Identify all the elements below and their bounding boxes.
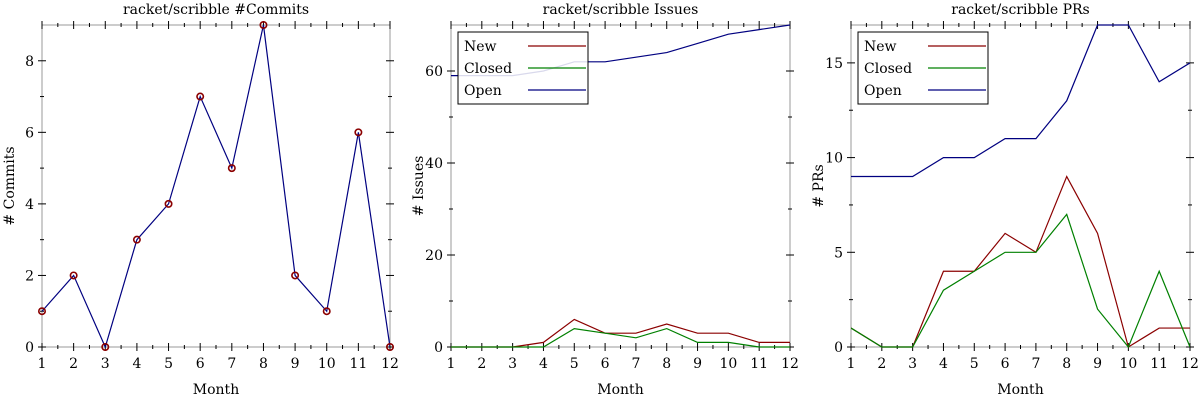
x-tick-label: 11 <box>750 356 768 372</box>
x-tick-label: 2 <box>877 356 886 372</box>
series-group <box>42 24 390 348</box>
y-axis-label: # PRs <box>811 164 827 207</box>
x-tick-label: 2 <box>477 356 486 372</box>
y-tick-label: 4 <box>25 197 34 213</box>
x-axis-label: Month <box>193 382 239 398</box>
legend: New Closed Open <box>857 31 989 105</box>
x-tick-label: 12 <box>781 356 799 372</box>
x-tick-label: 11 <box>1150 356 1168 372</box>
x-tick-label: 8 <box>662 356 671 372</box>
data-point <box>196 92 205 101</box>
x-tick-label: 10 <box>719 356 737 372</box>
legend-label: Closed <box>864 61 912 77</box>
plot-frame <box>41 24 391 348</box>
x-axis-label: Month <box>997 382 1043 398</box>
legend-label: New <box>464 39 497 55</box>
x-tick-label: 7 <box>631 356 640 372</box>
data-point <box>164 199 173 208</box>
x-tick-label: 6 <box>601 356 610 372</box>
x-tick-label: 10 <box>318 356 336 372</box>
series-line-open <box>851 24 1190 178</box>
x-tick-label: 12 <box>381 356 399 372</box>
data-point <box>385 342 394 351</box>
y-axis-label: # Issues <box>411 156 427 217</box>
x-tick-label: 5 <box>164 356 173 372</box>
x-tick-label: 1 <box>447 356 456 372</box>
y-axis-label: # Commits <box>2 146 18 225</box>
series-line-new <box>451 318 790 348</box>
data-point <box>37 307 46 316</box>
x-tick-label: 7 <box>227 356 236 372</box>
x-tick-label: 3 <box>101 356 110 372</box>
y-tick-label: 0 <box>834 340 843 356</box>
series-line-closed <box>451 327 790 348</box>
y-tick-label: 8 <box>25 54 34 70</box>
y-tick-label: 40 <box>425 156 443 172</box>
x-tick-label: 9 <box>291 356 300 372</box>
x-tick-label: 1 <box>847 356 856 372</box>
y-tick-label: 15 <box>825 56 843 72</box>
legend: New Closed Open <box>457 31 589 105</box>
x-tick-label: 1 <box>38 356 47 372</box>
y-tick-label: 5 <box>834 245 843 261</box>
x-tick-label: 4 <box>939 356 948 372</box>
x-tick-label: 6 <box>196 356 205 372</box>
chart-title: racket/scribble PRs <box>951 2 1089 18</box>
x-tick-label: 3 <box>508 356 517 372</box>
x-tick-label: 9 <box>1093 356 1102 372</box>
x-tick-label: 3 <box>908 356 917 372</box>
x-tick-label: 6 <box>1001 356 1010 372</box>
series-line-closed <box>851 213 1190 348</box>
x-tick-label: 5 <box>970 356 979 372</box>
legend-label: New <box>864 39 897 55</box>
chart-title: racket/scribble Issues <box>543 2 699 18</box>
x-tick-label: 4 <box>539 356 548 372</box>
y-tick-label: 0 <box>434 340 443 356</box>
series-group <box>851 24 1190 348</box>
legend-label: Open <box>464 83 502 99</box>
x-tick-label: 4 <box>132 356 141 372</box>
data-point <box>354 128 363 137</box>
chart-title: racket/scribble #Commits <box>123 2 309 18</box>
x-tick-label: 10 <box>1119 356 1137 372</box>
x-tick-label: 11 <box>349 356 367 372</box>
x-tick-label: 8 <box>1062 356 1071 372</box>
data-point <box>291 271 300 280</box>
y-tick-label: 6 <box>25 125 34 141</box>
data-point <box>69 271 78 280</box>
data-point <box>101 342 110 351</box>
y-tick-label: 60 <box>425 64 443 80</box>
legend-label: Closed <box>464 61 512 77</box>
y-tick-label: 10 <box>825 151 843 167</box>
x-tick-label: 9 <box>693 356 702 372</box>
y-tick-label: 2 <box>25 268 34 284</box>
legend-label: Open <box>864 83 902 99</box>
data-point <box>322 307 331 316</box>
x-tick-label: 2 <box>69 356 78 372</box>
data-point <box>227 164 236 173</box>
series-line-1 <box>42 24 390 348</box>
y-tick-label: 0 <box>25 340 34 356</box>
x-tick-label: 7 <box>1031 356 1040 372</box>
x-tick-label: 8 <box>259 356 268 372</box>
x-tick-label: 12 <box>1181 356 1199 372</box>
x-axis-label: Month <box>597 382 643 398</box>
data-point <box>259 20 268 29</box>
x-tick-label: 5 <box>570 356 579 372</box>
data-point <box>132 235 141 244</box>
y-tick-label: 20 <box>425 248 443 264</box>
